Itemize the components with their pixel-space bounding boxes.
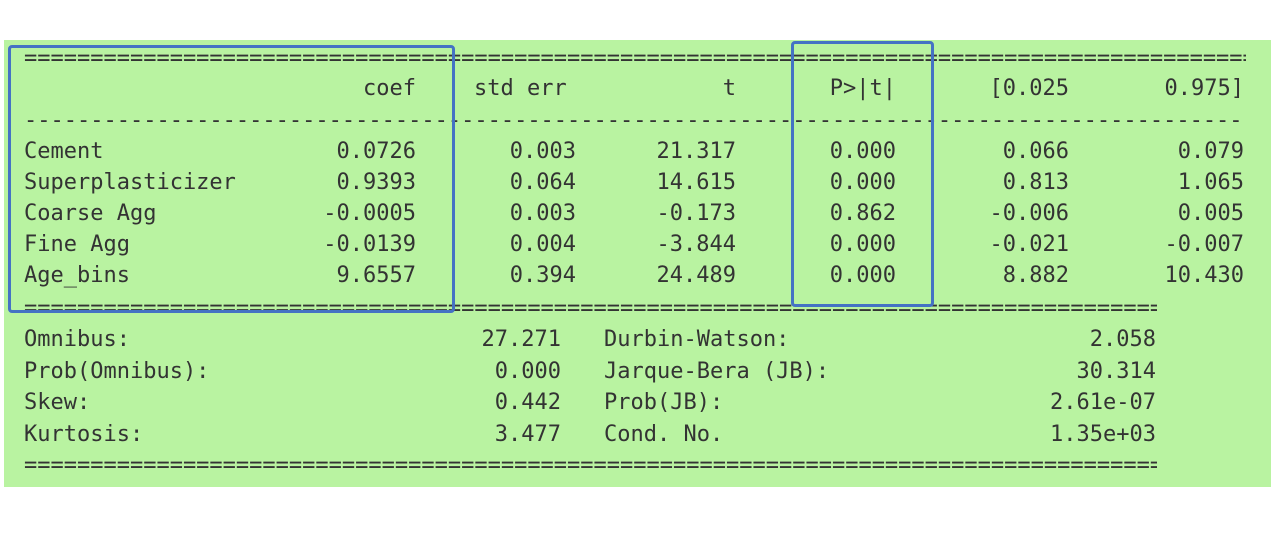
regression-summary-panel: ========================================…: [4, 40, 1271, 487]
row-ci-low: -0.006: [989, 201, 1069, 226]
row-variable-name: Coarse Agg: [24, 201, 157, 226]
row-std-err: 0.394: [509, 263, 576, 288]
row-coef: 9.6557: [336, 263, 416, 288]
row-std-err: 0.003: [509, 201, 576, 226]
header-coef: coef: [363, 76, 416, 101]
row-p-value: 0.000: [829, 139, 896, 164]
row-variable-name: Cement: [24, 139, 104, 164]
row-t: -0.173: [656, 201, 736, 226]
stat-value: 0.000: [494, 358, 561, 384]
row-ci-high: 10.430: [1164, 263, 1244, 288]
row-std-err: 0.064: [509, 170, 576, 195]
stat-label: Jarque-Bera (JB):: [604, 358, 830, 384]
stat-label: Omnibus:: [24, 327, 130, 352]
row-variable-name: Superplasticizer: [24, 170, 236, 195]
row-coef: 0.9393: [336, 170, 416, 195]
header-t: t: [722, 76, 736, 101]
row-ci-low: 0.066: [1002, 139, 1069, 164]
header-ci-high: 0.975]: [1164, 76, 1244, 101]
stat-value: 27.271: [481, 327, 561, 352]
row-std-err: 0.004: [509, 232, 576, 257]
row-p-value: 0.000: [829, 263, 896, 288]
stat-value: 1.35e+03: [1050, 421, 1156, 447]
header-ci-low: [0.025: [989, 76, 1069, 101]
row-ci-low: -0.021: [989, 232, 1069, 257]
row-t: -3.844: [656, 232, 736, 257]
row-ci-high: 0.005: [1177, 201, 1244, 226]
stat-label: Prob(JB):: [604, 390, 724, 415]
row-coef: -0.0139: [323, 232, 416, 257]
header-p-value: P>|t|: [829, 76, 896, 101]
row-t: 14.615: [656, 170, 736, 195]
stat-value: 3.477: [494, 421, 561, 447]
stat-value: 2.058: [1089, 327, 1156, 352]
stat-value: 0.442: [494, 390, 561, 415]
stat-label: Cond. No.: [604, 421, 724, 447]
row-ci-low: 0.813: [1002, 170, 1069, 195]
row-t: 21.317: [656, 139, 736, 164]
row-ci-high: 0.079: [1177, 139, 1244, 164]
row-t: 24.489: [656, 263, 736, 288]
row-variable-name: Fine Agg: [24, 232, 130, 257]
row-coef: 0.0726: [336, 139, 416, 164]
stat-label: Durbin-Watson:: [604, 327, 790, 352]
stat-value: 2.61e-07: [1050, 390, 1156, 415]
row-p-value: 0.000: [829, 232, 896, 257]
row-variable-name: Age_bins: [24, 263, 130, 288]
row-p-value: 0.862: [829, 201, 896, 226]
row-ci-high: 1.065: [1177, 170, 1244, 195]
middle-double-rule: ========================================…: [24, 296, 1157, 321]
row-p-value: 0.000: [829, 170, 896, 195]
header-single-rule: ----------------------------------------…: [24, 108, 1246, 133]
row-coef: -0.0005: [323, 201, 416, 226]
stat-label: Skew:: [24, 390, 91, 415]
header-std-err: std err: [474, 76, 567, 101]
row-ci-low: 8.882: [1002, 263, 1069, 288]
row-ci-high: -0.007: [1164, 232, 1244, 257]
stat-label: Prob(Omnibus):: [24, 358, 210, 384]
stat-value: 30.314: [1076, 358, 1156, 384]
top-double-rule: ========================================…: [24, 46, 1246, 71]
row-std-err: 0.003: [509, 139, 576, 164]
stat-label: Kurtosis:: [24, 421, 144, 447]
bottom-double-rule: ========================================…: [24, 453, 1157, 478]
